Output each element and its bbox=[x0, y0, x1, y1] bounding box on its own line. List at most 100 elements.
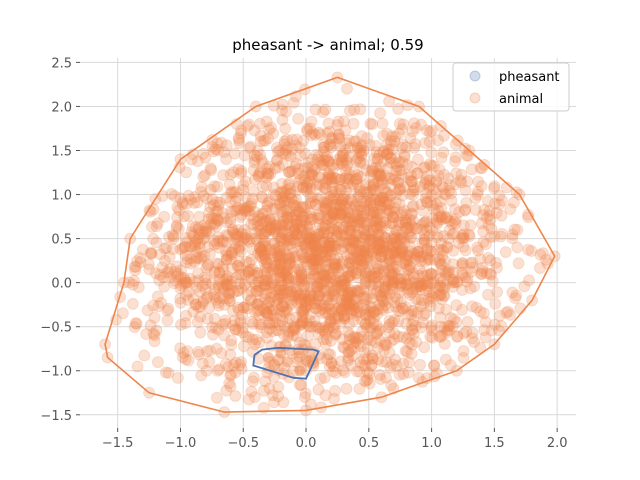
animal-point bbox=[281, 239, 294, 252]
animal-point bbox=[436, 180, 449, 193]
animal-point bbox=[477, 209, 490, 222]
animal-point bbox=[354, 170, 367, 183]
animal-point bbox=[394, 234, 407, 247]
animal-point bbox=[400, 141, 413, 153]
animal-point bbox=[455, 168, 468, 181]
animal-point bbox=[335, 298, 348, 311]
animal-point bbox=[445, 194, 458, 207]
animal-point bbox=[211, 237, 224, 250]
animal-point bbox=[204, 183, 217, 196]
animal-point bbox=[459, 271, 472, 284]
animal-point bbox=[273, 303, 286, 316]
animal-point bbox=[154, 268, 167, 281]
animal-point bbox=[235, 124, 248, 137]
animal-point bbox=[426, 331, 439, 344]
animal-point bbox=[383, 326, 396, 339]
animal-point bbox=[309, 251, 322, 264]
animal-point bbox=[390, 187, 403, 200]
animal-point bbox=[319, 202, 332, 215]
animal-point bbox=[296, 315, 309, 328]
animal-point bbox=[465, 265, 478, 278]
animal-point bbox=[293, 241, 306, 253]
animal-point bbox=[296, 304, 309, 317]
animal-point bbox=[419, 161, 431, 174]
animal-point bbox=[457, 231, 470, 244]
animal-point bbox=[303, 314, 316, 327]
animal-point bbox=[423, 126, 436, 139]
animal-point bbox=[525, 245, 538, 257]
animal-point bbox=[282, 166, 295, 179]
animal-point bbox=[300, 251, 313, 264]
animal-point bbox=[313, 289, 325, 302]
animal-point bbox=[183, 272, 196, 285]
animal-point bbox=[377, 154, 390, 167]
animal-point bbox=[428, 203, 441, 216]
animal-point bbox=[321, 245, 334, 257]
animal-point bbox=[237, 301, 250, 314]
animal-point bbox=[382, 301, 395, 314]
animal-point bbox=[335, 157, 348, 170]
animal-point bbox=[313, 171, 326, 184]
animal-point bbox=[238, 204, 251, 217]
animal-point bbox=[405, 231, 418, 244]
animal-point bbox=[269, 259, 282, 272]
animal-point bbox=[322, 209, 335, 222]
animal-point bbox=[345, 343, 358, 356]
animal-point bbox=[128, 321, 141, 334]
animal-point bbox=[364, 179, 376, 192]
animal-point bbox=[216, 234, 229, 247]
animal-point bbox=[326, 207, 339, 220]
animal-point bbox=[434, 289, 447, 301]
animal-point bbox=[390, 359, 403, 372]
animal-point bbox=[399, 278, 412, 291]
animal-point bbox=[321, 213, 334, 226]
animal-point bbox=[456, 266, 469, 279]
animal-point bbox=[248, 391, 261, 404]
animal-point bbox=[317, 244, 329, 257]
animal-point bbox=[394, 272, 407, 285]
animal-point bbox=[355, 245, 368, 257]
animal-point bbox=[234, 245, 247, 258]
animal-point bbox=[263, 382, 276, 395]
animal-point bbox=[376, 191, 389, 204]
animal-point bbox=[275, 231, 288, 244]
animal-point bbox=[329, 137, 341, 150]
animal-point bbox=[401, 345, 414, 358]
animal-point bbox=[167, 232, 180, 245]
animal-point bbox=[360, 242, 373, 255]
animal-point bbox=[332, 128, 345, 141]
animal-point bbox=[245, 293, 257, 306]
animal-point bbox=[382, 238, 395, 251]
animal-point bbox=[326, 158, 339, 171]
animal-point bbox=[260, 179, 273, 192]
animal-point bbox=[306, 190, 319, 203]
animal-point bbox=[276, 252, 289, 265]
animal-point bbox=[194, 310, 207, 323]
animal-point bbox=[323, 314, 336, 327]
animal-point bbox=[284, 238, 297, 251]
animal-point bbox=[317, 196, 330, 209]
animal-point bbox=[424, 268, 437, 281]
animal-point bbox=[304, 287, 317, 300]
animal-point bbox=[290, 214, 303, 227]
animal-point bbox=[371, 327, 384, 339]
animal-point bbox=[374, 160, 387, 173]
animal-point bbox=[278, 296, 291, 309]
animal-point bbox=[433, 279, 446, 292]
animal-point bbox=[283, 252, 296, 265]
animal-point bbox=[311, 286, 324, 298]
animal-point bbox=[285, 219, 298, 232]
animal-point bbox=[234, 203, 247, 216]
animal-point bbox=[391, 176, 404, 189]
animal-point bbox=[188, 275, 201, 288]
animal-point bbox=[478, 203, 491, 216]
animal-point bbox=[370, 266, 383, 279]
animal-point bbox=[472, 244, 484, 257]
animal-point bbox=[149, 267, 162, 280]
animal-point bbox=[480, 267, 493, 280]
animal-point bbox=[388, 276, 401, 289]
animal-point bbox=[421, 242, 434, 255]
animal-point bbox=[343, 270, 356, 283]
animal-point bbox=[324, 297, 336, 310]
animal-point bbox=[303, 169, 316, 182]
